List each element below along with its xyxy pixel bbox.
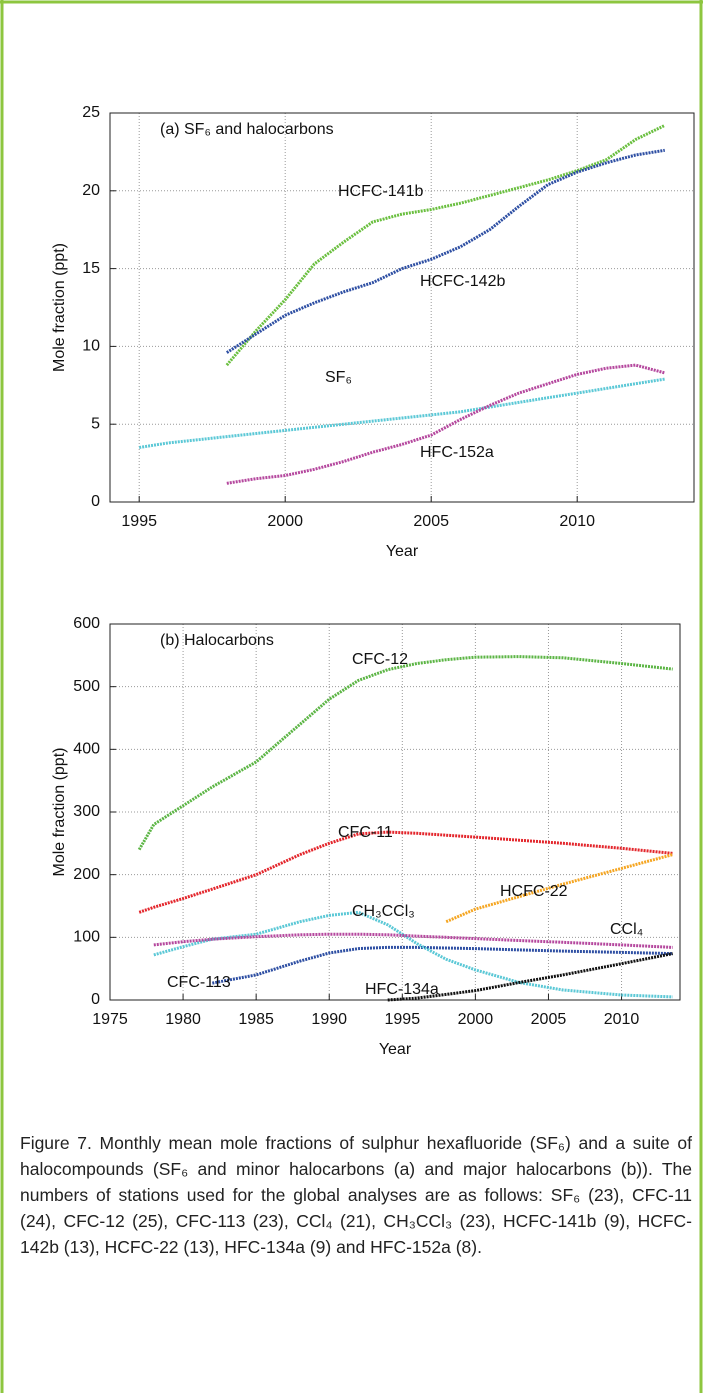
series-label: HCFC-142b bbox=[420, 273, 505, 290]
x-axis-label: Year bbox=[379, 1041, 412, 1058]
x-tick-label: 2010 bbox=[559, 513, 595, 530]
x-tick-label: 2005 bbox=[531, 1011, 567, 1028]
x-tick-label: 1995 bbox=[121, 513, 157, 530]
series-line bbox=[137, 655, 673, 851]
x-tick-label: 1990 bbox=[311, 1011, 347, 1028]
series-label: SF₆ bbox=[325, 369, 352, 386]
figure-caption: Figure 7. Monthly mean mole fractions of… bbox=[20, 1133, 692, 1257]
y-tick-label: 25 bbox=[82, 104, 100, 121]
panel-title: (b) Halocarbons bbox=[160, 632, 274, 649]
y-tick-label: 10 bbox=[82, 338, 100, 355]
y-tick-label: 5 bbox=[91, 415, 100, 432]
y-tick-label: 600 bbox=[73, 615, 100, 632]
series-line bbox=[225, 124, 666, 367]
y-tick-label: 400 bbox=[73, 741, 100, 758]
y-tick-label: 0 bbox=[91, 991, 100, 1008]
y-tick-label: 200 bbox=[73, 866, 100, 883]
series-label: CCl₄ bbox=[610, 921, 643, 938]
y-tick-label: 15 bbox=[82, 260, 100, 277]
series-label: HCFC-141b bbox=[338, 183, 423, 200]
panel-title: (a) SF₆ and halocarbons bbox=[160, 121, 334, 138]
series-line bbox=[445, 853, 674, 924]
series-label: CFC-113 bbox=[167, 974, 231, 991]
x-tick-label: 2010 bbox=[604, 1011, 640, 1028]
y-tick-label: 500 bbox=[73, 678, 100, 695]
series-label: CH₃CCl₃ bbox=[352, 903, 415, 920]
x-tick-label: 1985 bbox=[238, 1011, 274, 1028]
series-line bbox=[225, 148, 666, 354]
series-line bbox=[387, 952, 673, 1002]
series-label: HFC-152a bbox=[420, 444, 494, 461]
y-tick-label: 0 bbox=[91, 493, 100, 510]
x-tick-label: 1980 bbox=[165, 1011, 201, 1028]
series-label: CFC-12 bbox=[352, 651, 408, 668]
x-tick-label: 2005 bbox=[413, 513, 449, 530]
y-tick-label: 300 bbox=[73, 803, 100, 820]
x-tick-label: 1975 bbox=[92, 1011, 128, 1028]
series-line bbox=[226, 363, 666, 485]
series-line bbox=[138, 830, 673, 914]
y-tick-label: 20 bbox=[82, 182, 100, 199]
x-tick-label: 2000 bbox=[267, 513, 303, 530]
y-axis-label: Mole fraction (ppt) bbox=[51, 748, 68, 877]
series-label: HFC-134a bbox=[365, 981, 439, 998]
series-line bbox=[153, 932, 673, 949]
series-label: HCFC-22 bbox=[500, 883, 568, 900]
series-label: CFC-11 bbox=[338, 824, 393, 841]
series-line bbox=[212, 945, 673, 985]
x-tick-label: 1995 bbox=[385, 1011, 421, 1028]
x-axis-label: Year bbox=[386, 543, 419, 560]
x-tick-label: 2000 bbox=[458, 1011, 494, 1028]
y-axis-label: Mole fraction (ppt) bbox=[51, 243, 68, 372]
series-line bbox=[138, 377, 666, 449]
y-tick-label: 100 bbox=[73, 929, 100, 946]
plot-frame bbox=[109, 112, 695, 503]
